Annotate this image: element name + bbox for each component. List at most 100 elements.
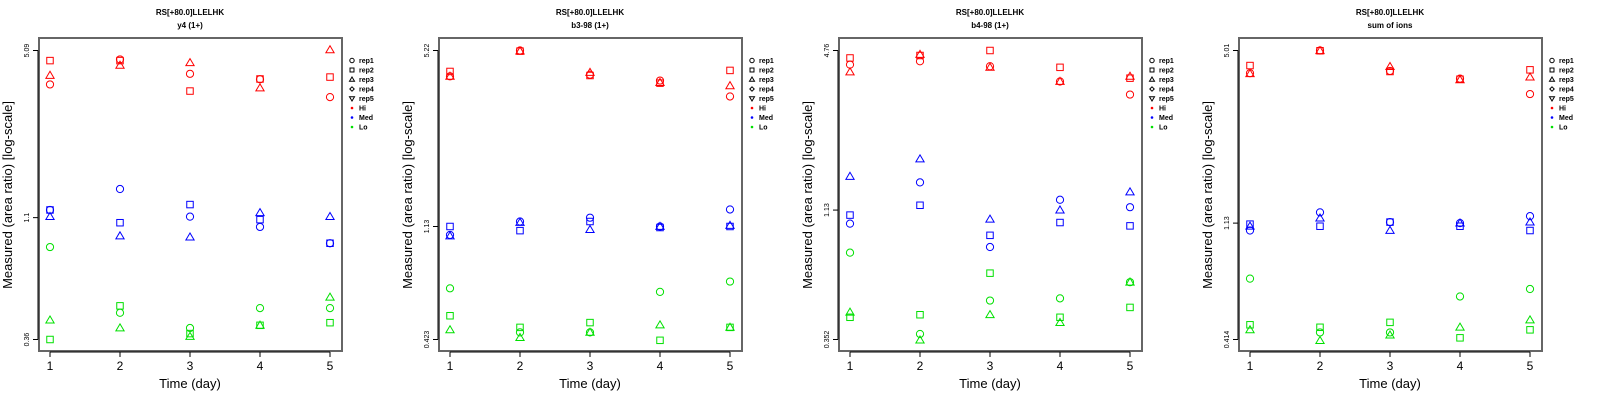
plot-frame xyxy=(838,37,1143,352)
y-tick-label: 0.414 xyxy=(1224,331,1231,349)
series-med xyxy=(44,184,336,248)
point-hi-rep3-day5 xyxy=(1124,71,1136,80)
x-tick-label: 2 xyxy=(117,359,124,373)
y-tick-label: 1.13 xyxy=(424,220,431,234)
legend-rep4-icon xyxy=(349,86,355,92)
point-hi-rep2-day3 xyxy=(986,46,994,55)
point-hi-rep1-day5 xyxy=(1525,89,1535,99)
point-hi-rep3-day3 xyxy=(584,67,596,76)
legend-rep3-icon xyxy=(748,75,756,82)
legend-rep2-icon xyxy=(1549,67,1555,73)
point-hi-rep3-day2 xyxy=(514,46,526,55)
point-med-rep1-day3 xyxy=(985,242,995,252)
point-lo-rep3-day1 xyxy=(44,314,56,324)
point-hi-rep1-day1 xyxy=(45,80,55,89)
point-lo-rep3-day3 xyxy=(584,327,596,336)
point-lo-rep1-day1 xyxy=(1245,274,1255,283)
point-hi-rep3-day2 xyxy=(114,60,126,69)
point-hi-rep3-day1 xyxy=(1244,68,1256,78)
point-hi-rep2-day1 xyxy=(1246,61,1254,70)
point-lo-rep1-day2 xyxy=(915,329,925,339)
point-med-rep2-day3 xyxy=(186,200,194,209)
legend-hi-dot-icon xyxy=(1150,106,1154,110)
series-lo xyxy=(444,277,736,345)
point-med-rep3-day4 xyxy=(1454,217,1466,227)
legend-lo-dot-icon xyxy=(750,125,754,129)
point-lo-rep1-day2 xyxy=(515,328,525,337)
point-hi-rep2-day3 xyxy=(1386,67,1394,76)
point-lo-rep2-day3 xyxy=(586,318,594,327)
point-lo-rep2-day1 xyxy=(846,313,854,322)
point-hi-rep2-day4 xyxy=(256,75,264,83)
point-med-rep3-day2 xyxy=(1314,212,1326,222)
point-med-rep2-day2 xyxy=(1316,222,1324,230)
x-tick-label: 4 xyxy=(1457,359,1464,373)
point-hi-rep3-day5 xyxy=(1524,72,1536,81)
point-hi-rep2-day5 xyxy=(726,66,734,75)
x-tick-label: 3 xyxy=(1387,359,1394,373)
x-tick-label: 3 xyxy=(587,359,594,373)
series-med xyxy=(444,205,736,240)
legend-rep3-icon xyxy=(1148,75,1156,82)
point-med-rep2-day1 xyxy=(446,222,454,231)
point-hi-rep3-day3 xyxy=(1384,61,1396,70)
point-med-rep3-day1 xyxy=(444,230,456,240)
y-tick-label: 0.352 xyxy=(824,331,831,349)
legend-rep5-icon xyxy=(1548,96,1556,103)
point-med-rep3-day1 xyxy=(1244,221,1256,230)
point-lo-rep3-day3 xyxy=(984,309,996,319)
point-lo-rep2-day2 xyxy=(516,323,524,332)
point-lo-rep3-day5 xyxy=(1524,314,1536,324)
point-hi-rep3-day3 xyxy=(984,62,996,71)
legend-label: rep1 xyxy=(759,58,774,65)
legend-rep3-icon xyxy=(348,75,356,82)
point-med-rep3-day4 xyxy=(654,221,666,230)
point-med-rep3-day3 xyxy=(184,232,196,241)
y-tick-label: 4.76 xyxy=(824,44,831,58)
point-med-rep3-day4 xyxy=(1054,204,1066,214)
point-lo-rep1-day5 xyxy=(1525,284,1535,294)
point-hi-rep1-day5 xyxy=(325,93,335,102)
point-med-rep2-day4 xyxy=(256,215,264,224)
point-hi-rep3-day4 xyxy=(1054,76,1066,85)
point-lo-rep2-day3 xyxy=(986,269,994,277)
point-hi-rep3-day4 xyxy=(654,77,666,86)
point-med-rep3-day5 xyxy=(1524,216,1536,226)
legend-label: Hi xyxy=(1559,106,1566,113)
legend-label: Hi xyxy=(1159,106,1166,113)
legend: rep1 rep2 rep3 rep4 rep5 Hi Med Lo xyxy=(1548,57,1574,132)
point-med-rep2-day1 xyxy=(846,211,854,219)
point-lo-rep3-day4 xyxy=(1054,317,1066,326)
y-tick-label: 1.13 xyxy=(824,203,831,217)
point-lo-rep3-day1 xyxy=(1244,324,1256,334)
point-lo-rep3-day5 xyxy=(724,322,736,331)
point-hi-rep3-day1 xyxy=(444,71,456,80)
point-lo-rep2-day1 xyxy=(446,312,454,320)
point-hi-rep3-day5 xyxy=(324,44,336,54)
point-hi-rep2-day1 xyxy=(446,67,454,76)
chart-subtitle: y4 (1+) xyxy=(177,21,203,30)
point-lo-rep1-day3 xyxy=(1385,328,1395,337)
legend-rep2-icon xyxy=(349,67,355,73)
legend-rep1-icon xyxy=(1149,57,1155,64)
y-axis-label: Measured (area ratio) [log-scale] xyxy=(400,101,415,289)
y-axis-label: Measured (area ratio) [log-scale] xyxy=(800,101,815,289)
chart-title: RS[+80.0]LLELHK xyxy=(1356,8,1424,17)
legend-rep4-icon xyxy=(1149,86,1155,92)
point-lo-rep2-day2 xyxy=(916,310,924,319)
point-med-rep3-day3 xyxy=(984,214,996,223)
legend-label: rep1 xyxy=(1559,58,1574,65)
y-axis-label: Measured (area ratio) [log-scale] xyxy=(0,101,15,289)
legend-rep2-icon xyxy=(1149,67,1155,73)
x-tick-label: 1 xyxy=(47,359,54,373)
x-tick-label: 4 xyxy=(257,359,264,373)
point-med-rep3-day3 xyxy=(584,224,596,233)
x-tick-label: 5 xyxy=(727,359,734,373)
x-axis-label: Time (day) xyxy=(159,376,221,391)
x-tick-label: 3 xyxy=(987,359,994,373)
point-med-rep3-day5 xyxy=(1124,186,1136,196)
legend-label: rep3 xyxy=(1559,77,1574,84)
legend-label: rep5 xyxy=(1559,96,1574,103)
point-lo-rep2-day2 xyxy=(1316,323,1324,332)
